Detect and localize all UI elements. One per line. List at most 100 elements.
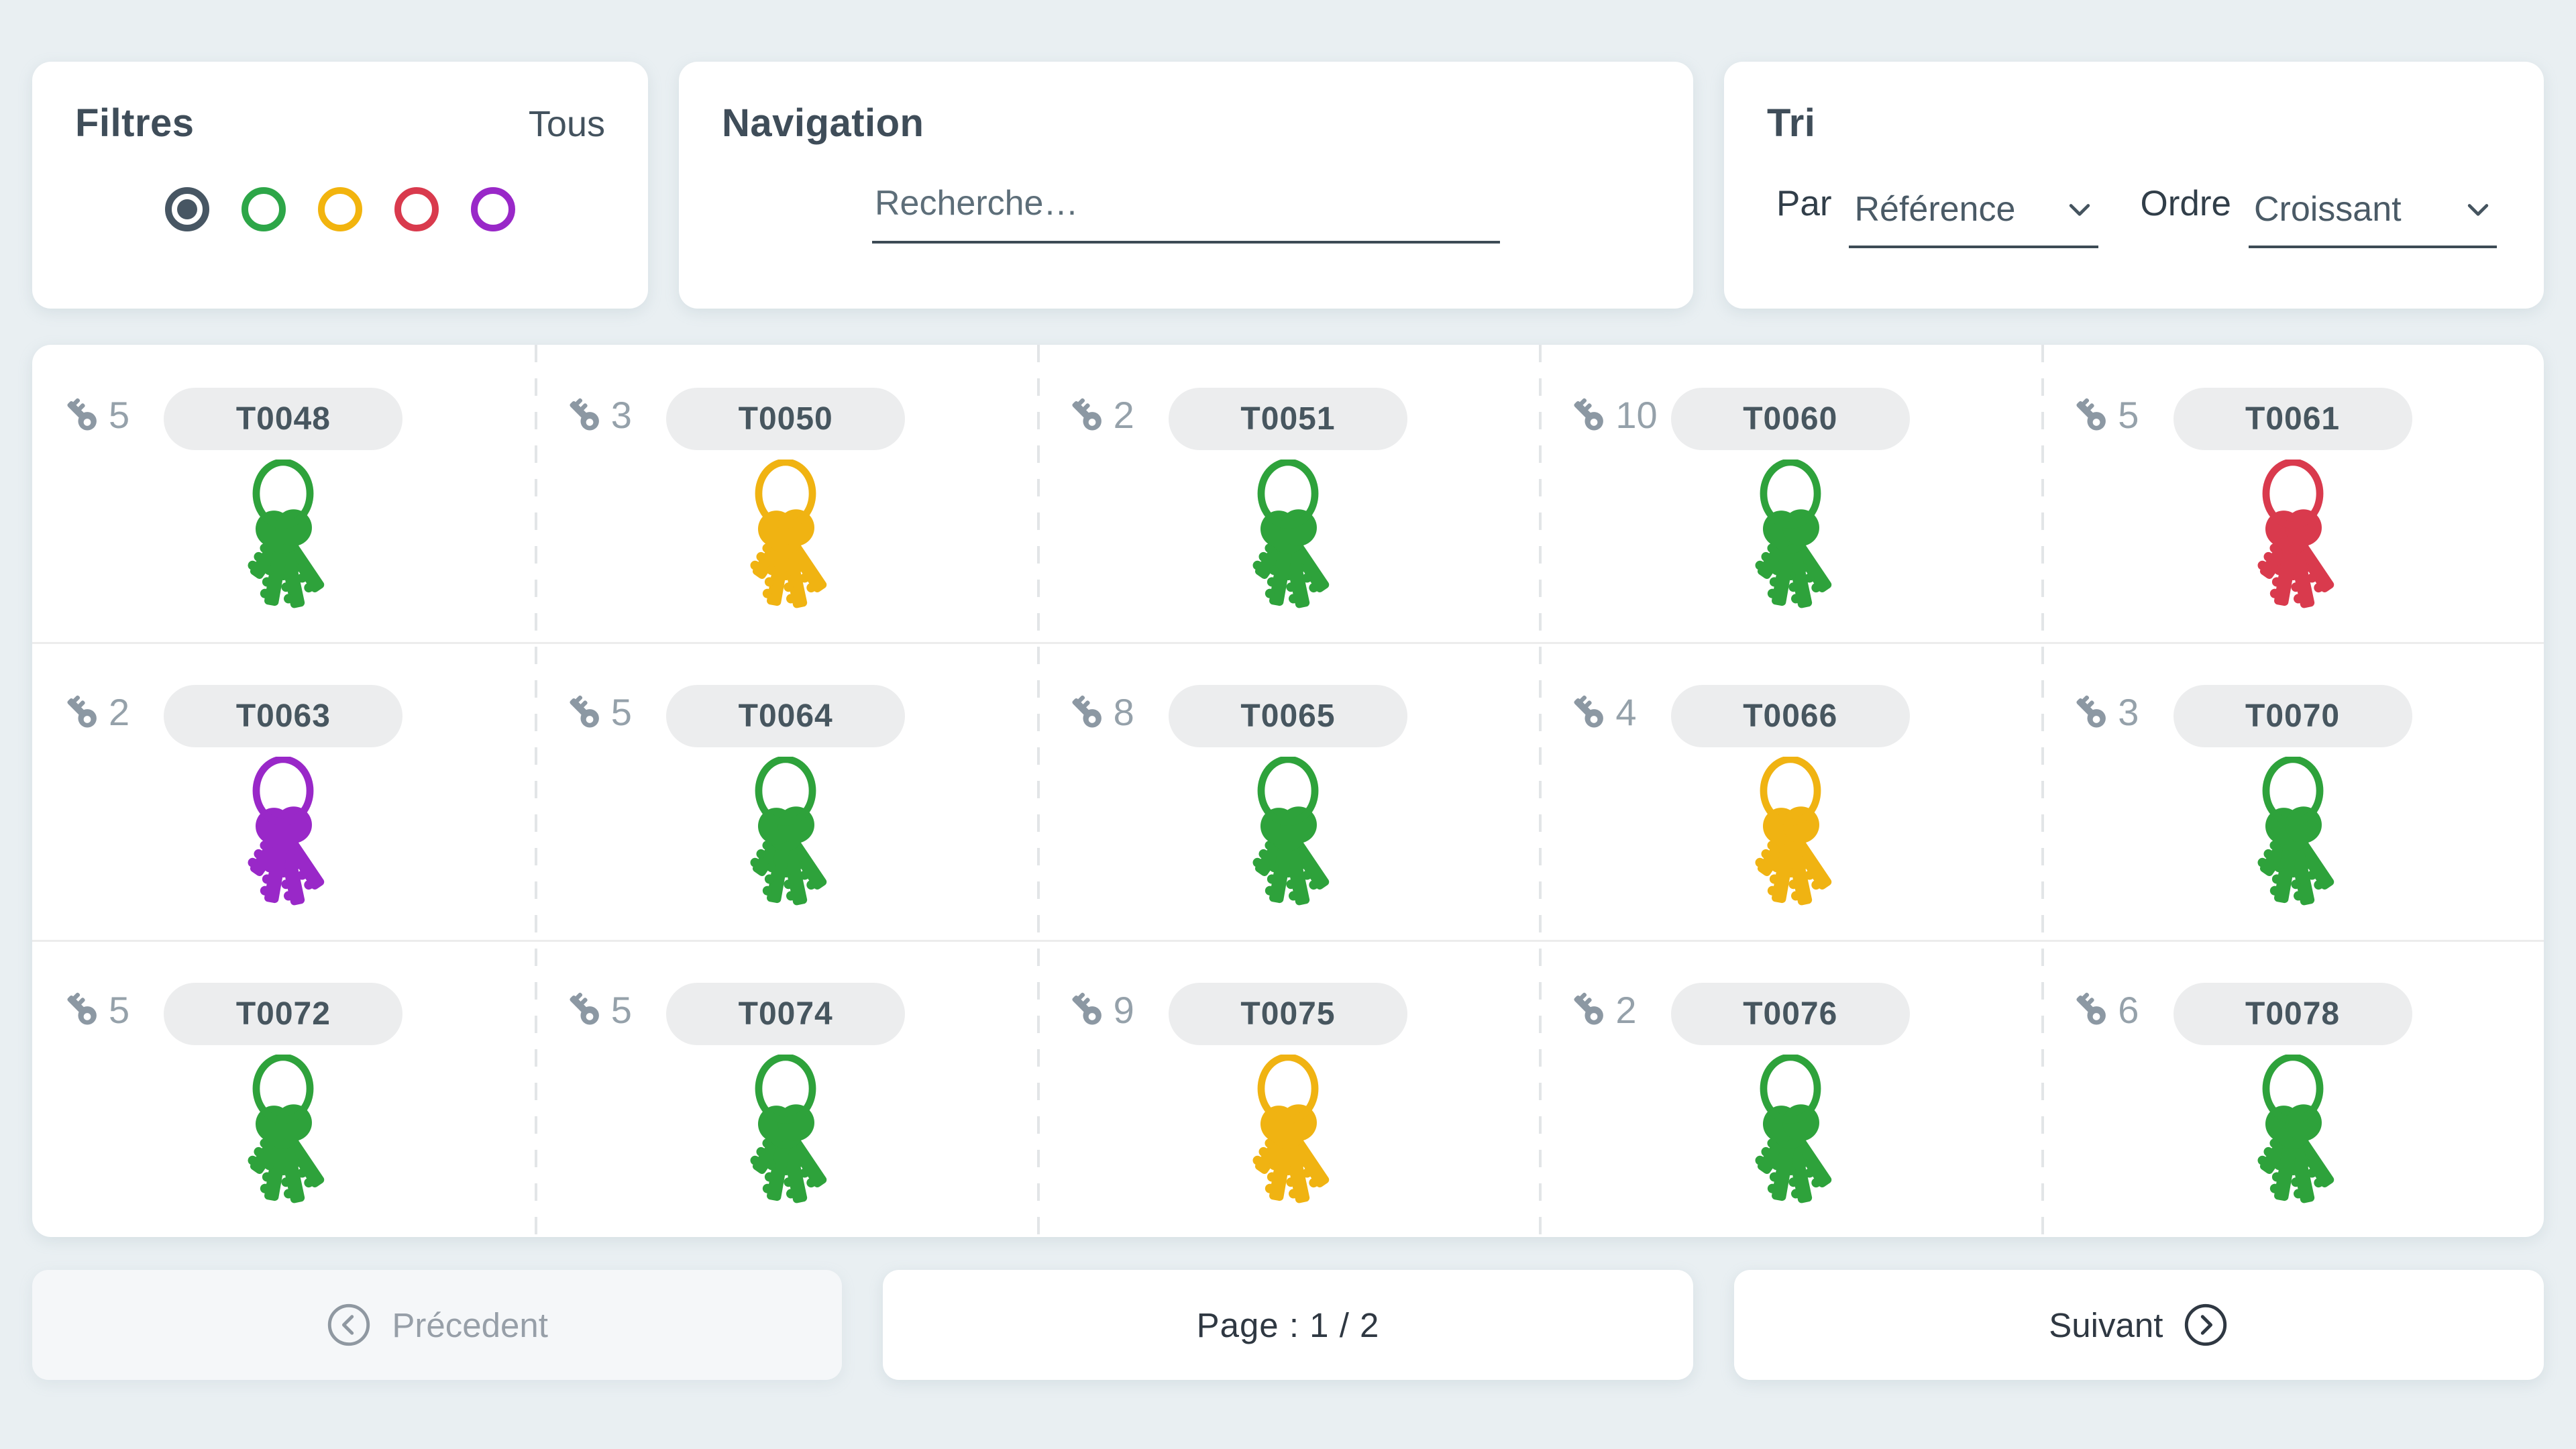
- keyring-reference-badge: T0061: [2173, 388, 2412, 450]
- keyring-grid: 5 T0048: [32, 345, 2544, 1237]
- keyring-icon: [248, 1054, 325, 1203]
- key-icon: [570, 695, 599, 728]
- sort-by-value: Référence: [1854, 190, 2016, 229]
- keyring-card[interactable]: 9 T0075: [1037, 940, 1540, 1237]
- keyring-card[interactable]: 2 T0051: [1037, 345, 1540, 642]
- keyring-reference-badge: T0070: [2173, 685, 2412, 748]
- sort-order-label: Ordre: [2140, 184, 2231, 223]
- chevron-down-icon: [2467, 204, 2489, 216]
- sort-by-select[interactable]: Référence: [1849, 189, 2099, 248]
- keyring-reference: T0048: [235, 401, 331, 437]
- keyring-reference-badge: T0064: [666, 685, 906, 748]
- keyring-key-count: 2: [62, 690, 129, 734]
- keyring-reference: T0066: [1743, 698, 1838, 735]
- search-input[interactable]: [872, 183, 1500, 244]
- keyring-reference-badge: T0078: [2173, 982, 2412, 1045]
- filters-panel: Filtres Tous: [32, 62, 648, 309]
- keyring-card[interactable]: 2 T0076: [1539, 940, 2041, 1237]
- keyring-reference: T0061: [2245, 401, 2341, 437]
- keyring-reference: T0064: [738, 698, 833, 735]
- filter-color-options: [75, 187, 605, 231]
- row-divider: [32, 642, 2544, 645]
- chevron-left-circle-icon: [328, 1303, 370, 1346]
- keyring-reference-badge: T0074: [666, 982, 906, 1045]
- keyring-card[interactable]: 10 T0060: [1539, 345, 2041, 642]
- keyring-card[interactable]: 3 T0050: [535, 345, 1037, 642]
- keyring-key-count: 3: [564, 393, 632, 437]
- keyring-card[interactable]: 5 T0074: [535, 940, 1037, 1237]
- filter-radio-yellow[interactable]: [318, 187, 362, 231]
- keyring-key-count: 5: [2071, 393, 2139, 437]
- key-icon: [67, 398, 97, 431]
- keyring-icon: [1252, 460, 1330, 608]
- keyring-icon: [2257, 757, 2334, 906]
- keyring-key-count: 2: [1568, 988, 1637, 1032]
- keyring-count-value: 6: [2118, 988, 2139, 1031]
- filter-radio-red[interactable]: [394, 187, 439, 231]
- keyring-key-count: 3: [2071, 690, 2139, 734]
- key-icon: [67, 992, 97, 1025]
- filter-radio-purple[interactable]: [471, 187, 515, 231]
- previous-page-label: Précedent: [392, 1305, 548, 1344]
- keyring-icon: [248, 460, 325, 608]
- page-indicator-text: Page : 1 / 2: [1196, 1305, 1380, 1344]
- keyring-reference-badge: T0075: [1168, 982, 1407, 1045]
- keyring-key-count: 4: [1568, 690, 1637, 734]
- keyring-count-value: 5: [610, 691, 632, 734]
- keyring-reference-badge: T0050: [666, 388, 906, 450]
- keyring-icon: [1755, 460, 1832, 608]
- sort-order-select[interactable]: Croissant: [2248, 189, 2497, 248]
- keyring-icon: [1252, 1054, 1330, 1203]
- keyring-card[interactable]: 5 T0061: [2041, 345, 2544, 642]
- keyring-reference-badge: T0063: [164, 685, 403, 748]
- sort-title: Tri: [1767, 101, 1816, 145]
- filters-all-label[interactable]: Tous: [528, 104, 605, 144]
- sort-by-label: Par: [1776, 184, 1832, 223]
- key-icon: [1574, 992, 1604, 1025]
- keyring-card[interactable]: 5 T0064: [535, 642, 1037, 939]
- keyring-icon: [750, 460, 827, 608]
- filters-title: Filtres: [75, 101, 195, 145]
- keyring-count-value: 5: [109, 394, 130, 436]
- keyring-count-value: 3: [610, 394, 632, 436]
- sort-order-value: Croissant: [2253, 190, 2402, 229]
- key-icon: [2076, 992, 2106, 1025]
- keyring-card[interactable]: 4 T0066: [1539, 642, 2041, 939]
- key-icon: [2076, 695, 2106, 728]
- key-icon: [2076, 398, 2106, 431]
- key-icon: [1072, 695, 1102, 728]
- keyring-icon: [1755, 1054, 1832, 1203]
- top-row: Filtres Tous Navigation Tri Par Référenc…: [32, 62, 2544, 309]
- keyring-count-value: 5: [109, 988, 130, 1031]
- previous-page-button[interactable]: Précedent: [32, 1270, 843, 1380]
- keyring-icon: [750, 757, 827, 906]
- keyring-card[interactable]: 8 T0065: [1037, 642, 1540, 939]
- keyring-key-count: 5: [564, 690, 632, 734]
- key-icon: [67, 695, 97, 728]
- keyring-key-count: 5: [62, 988, 129, 1032]
- keyring-count-value: 5: [2118, 394, 2139, 436]
- keyring-card[interactable]: 5 T0072: [32, 940, 535, 1237]
- row-divider: [32, 939, 2544, 942]
- keyring-card[interactable]: 2 T0063: [32, 642, 535, 939]
- filter-radio-green[interactable]: [241, 187, 286, 231]
- keyring-card[interactable]: 3 T0070: [2041, 642, 2544, 939]
- column-divider: [534, 345, 537, 1237]
- keyring-reference-badge: T0051: [1168, 388, 1407, 450]
- keyring-card[interactable]: 6 T0078: [2041, 940, 2544, 1237]
- keyring-reference: T0074: [738, 996, 833, 1032]
- keyring-count-value: 10: [1615, 394, 1658, 436]
- keyring-reference: T0072: [235, 996, 331, 1032]
- next-page-button[interactable]: Suivant: [1733, 1270, 2544, 1380]
- keyring-reference: T0060: [1743, 401, 1838, 437]
- keyring-grid-card: 5 T0048: [32, 345, 2544, 1237]
- keyring-reference-badge: T0048: [164, 388, 403, 450]
- keyring-card[interactable]: 5 T0048: [32, 345, 535, 642]
- filter-radio-all[interactable]: [165, 187, 209, 231]
- key-icon: [1072, 992, 1102, 1025]
- key-icon: [1574, 398, 1604, 431]
- page-indicator: Page : 1 / 2: [883, 1270, 1693, 1380]
- navigation-panel: Navigation: [679, 62, 1693, 309]
- keyring-reference: T0050: [738, 401, 833, 437]
